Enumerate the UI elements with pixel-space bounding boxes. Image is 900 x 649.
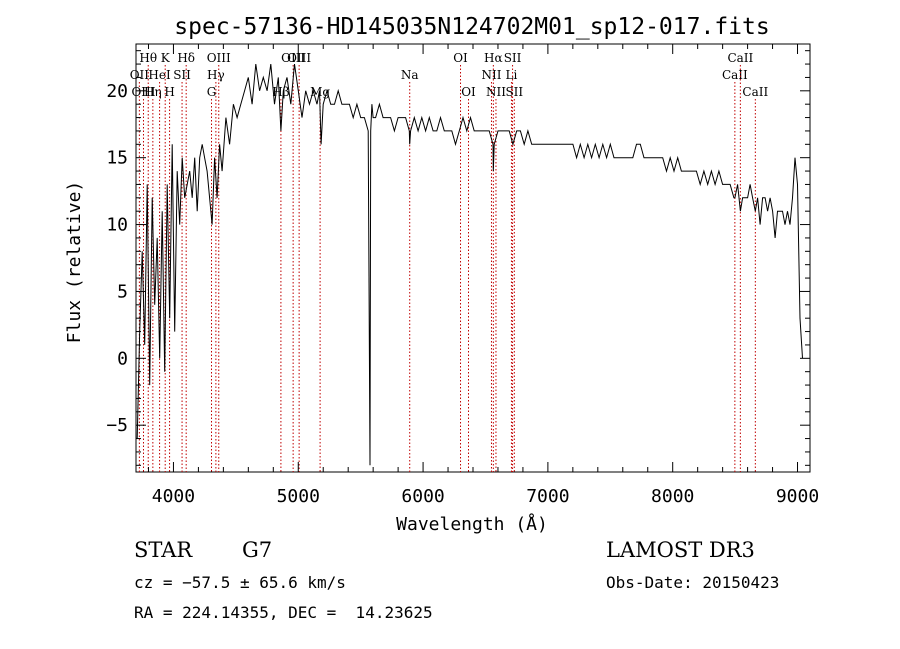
x-tick-label: 8000 bbox=[651, 486, 694, 507]
y-tick-label: −5 bbox=[106, 415, 128, 436]
spectrum-line bbox=[136, 64, 803, 466]
plot-frame bbox=[135, 43, 811, 473]
line-marker-label: Hβ bbox=[272, 85, 289, 99]
y-tick-label: 5 bbox=[117, 281, 128, 302]
y-tick-label: 15 bbox=[106, 148, 128, 169]
line-marker-label: K bbox=[161, 51, 171, 65]
obs-date: Obs-Date: 20150423 bbox=[606, 573, 780, 592]
x-tick-label: 7000 bbox=[526, 486, 569, 507]
x-tick-label: 6000 bbox=[401, 486, 444, 507]
line-marker-label: SII bbox=[173, 68, 191, 82]
chart-title: spec-57136-HD145035N124702M01_sp12-017.f… bbox=[174, 14, 769, 40]
line-marker-label: CaII bbox=[727, 51, 753, 65]
x-axis-label: Wavelength (Å) bbox=[396, 513, 548, 535]
coordinates: RA = 224.14355, DEC = 14.23625 bbox=[134, 603, 433, 622]
line-marker-label: Hγ bbox=[207, 68, 225, 82]
line-marker-label: Na bbox=[401, 68, 419, 82]
x-tick-label: 9000 bbox=[776, 486, 819, 507]
redshift-text: cz = −57.5 ± 65.6 km/s bbox=[134, 573, 346, 592]
line-marker-label: OIII bbox=[281, 51, 305, 65]
line-marker-label: Li bbox=[506, 68, 518, 82]
x-axis: 4000 5000 6000 7000 8000 9000 bbox=[147, 44, 819, 507]
survey-name: LAMOST DR3 bbox=[606, 538, 755, 562]
line-marker-label: SII bbox=[505, 85, 523, 99]
line-marker-label: NII bbox=[481, 68, 501, 82]
line-marker-label: CaII bbox=[722, 68, 748, 82]
y-axis-label: Flux (relative) bbox=[64, 181, 85, 344]
y-tick-label: 10 bbox=[106, 215, 128, 236]
line-marker-label: Hα bbox=[484, 51, 503, 65]
line-marker-label: OIII bbox=[207, 51, 231, 65]
line-marker-label: OIII bbox=[287, 51, 311, 65]
x-tick-label: 4000 bbox=[152, 486, 195, 507]
line-marker-label: G bbox=[207, 85, 217, 99]
line-marker-label: H bbox=[164, 85, 174, 99]
y-axis: −5 0 5 10 15 20 bbox=[106, 50, 810, 466]
line-marker-label: SII bbox=[504, 51, 522, 65]
y-tick-label: 0 bbox=[117, 348, 128, 369]
line-marker-label: Hθ bbox=[139, 51, 157, 65]
line-marker-label: HeI bbox=[148, 68, 171, 82]
line-marker-label: OI bbox=[453, 51, 468, 65]
object-class: STAR bbox=[134, 538, 193, 562]
line-marker-label: Hη bbox=[144, 85, 162, 99]
line-marker-label: OII bbox=[130, 68, 150, 82]
line-marker-label: OIII bbox=[131, 85, 155, 99]
line-marker-label: OI bbox=[461, 85, 476, 99]
y-tick-label: 20 bbox=[106, 81, 128, 102]
x-tick-label: 5000 bbox=[277, 486, 320, 507]
line-marker-label: CaII bbox=[742, 85, 768, 99]
line-marker-label: NII bbox=[486, 85, 506, 99]
line-marker-label: Hδ bbox=[177, 51, 195, 65]
object-subclass: G7 bbox=[242, 538, 273, 562]
